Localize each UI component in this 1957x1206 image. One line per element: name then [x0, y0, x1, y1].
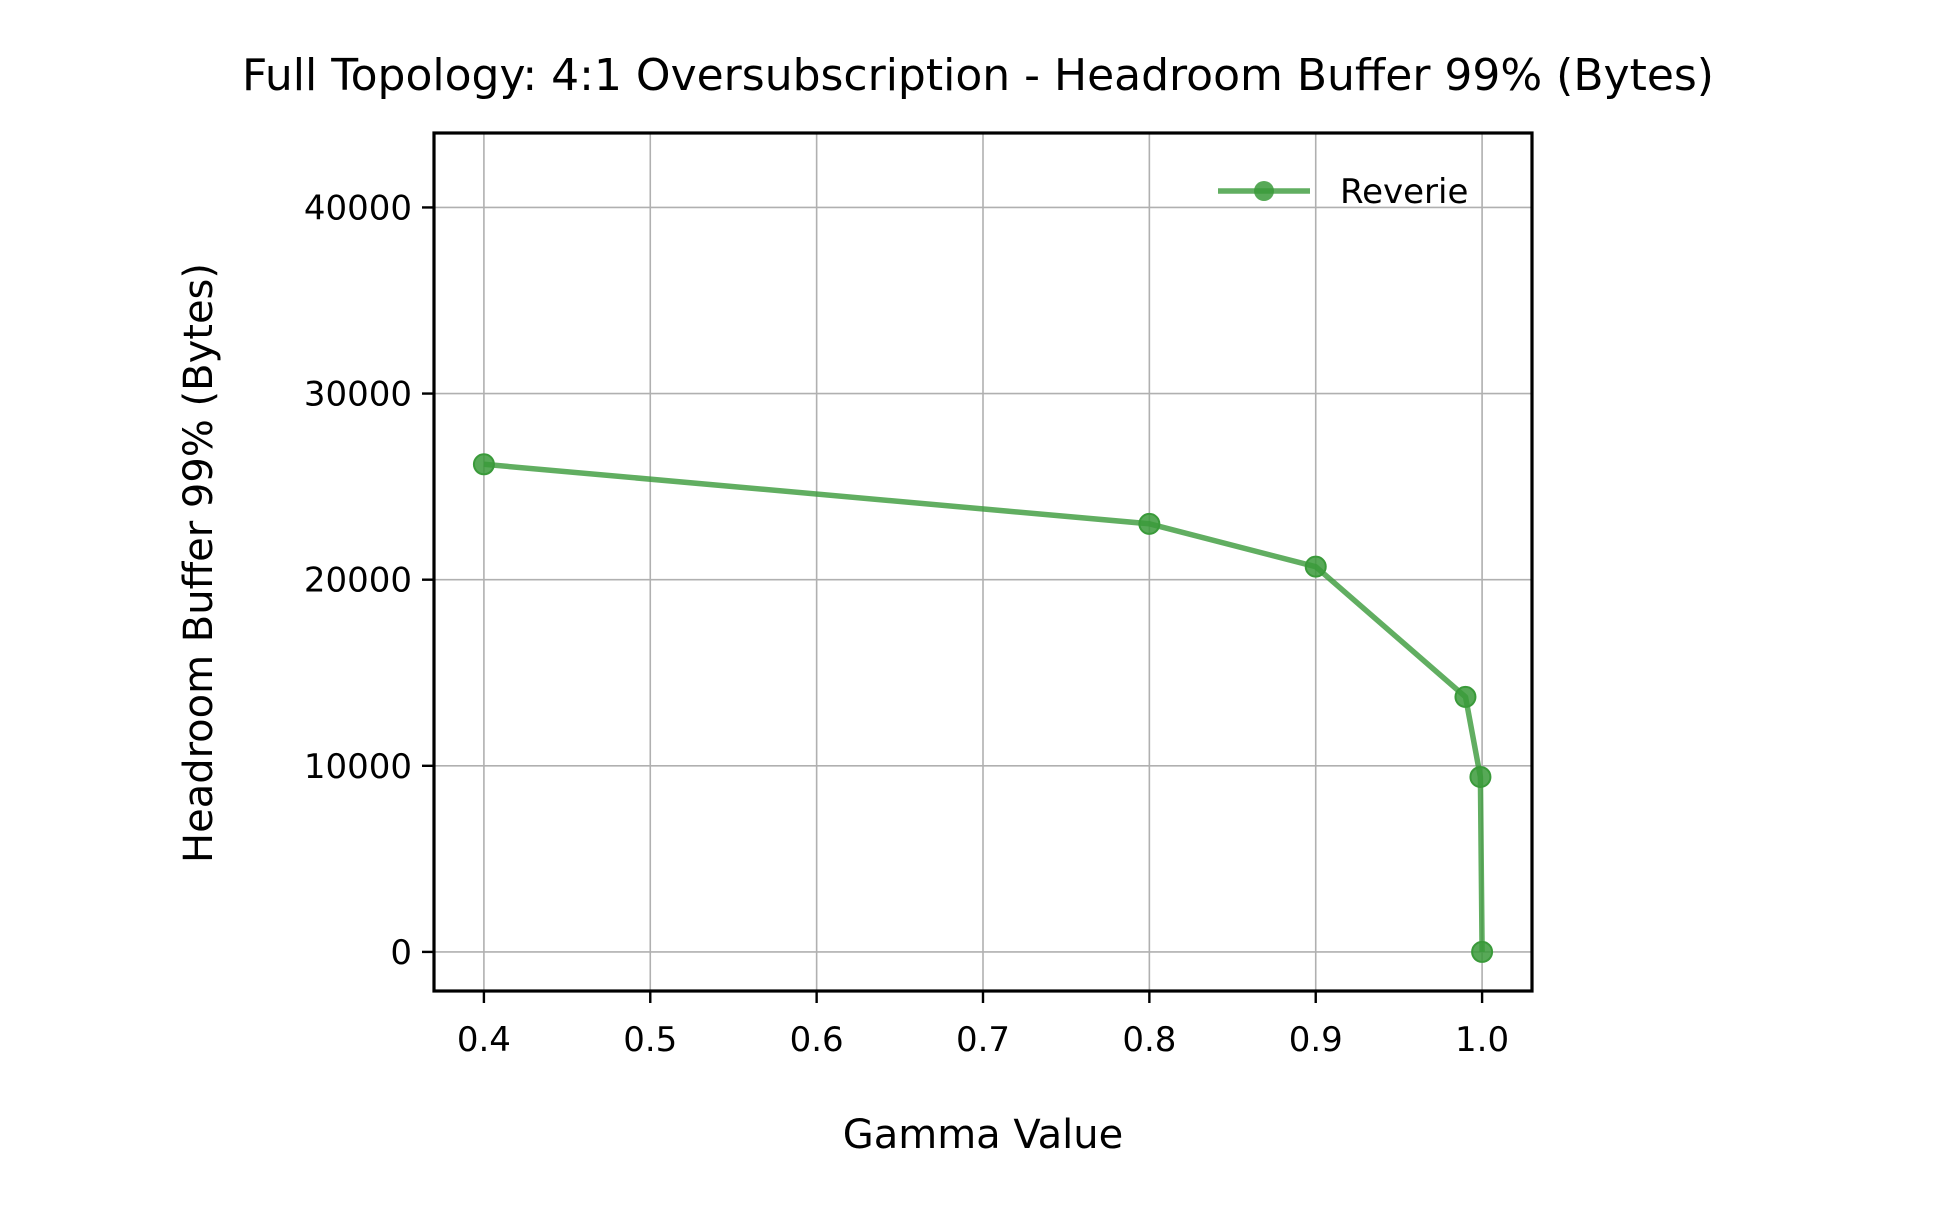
y-tick-label-4: 40000 — [304, 188, 412, 228]
data-point-0-4 — [1469, 765, 1492, 788]
legend: Reverie — [1218, 172, 1468, 212]
data-point-0-2 — [1304, 555, 1327, 578]
x-tick-label-3: 0.7 — [956, 1020, 1010, 1060]
y-axis-label: Headroom Buffer 99% (Bytes) — [176, 263, 222, 863]
chart-title: Full Topology: 4:1 Oversubscription - He… — [242, 50, 1714, 101]
x-tick-label-6: 1.0 — [1455, 1020, 1509, 1060]
legend-marker-0 — [1254, 181, 1274, 201]
data-point-0-3 — [1454, 685, 1477, 708]
series-layer — [472, 453, 1494, 963]
data-point-0-1 — [1138, 512, 1161, 535]
x-tick-label-5: 0.9 — [1289, 1020, 1343, 1060]
series-line-0 — [483, 461, 1485, 952]
data-point-0-0 — [472, 453, 495, 476]
y-tick-label-0: 0 — [390, 933, 412, 973]
x-tick-label-0: 0.4 — [457, 1020, 511, 1060]
y-tick-label-1: 10000 — [304, 747, 412, 787]
x-tick-label-4: 0.8 — [1122, 1020, 1176, 1060]
x-axis-label: Gamma Value — [843, 1112, 1124, 1158]
x-tick-label-1: 0.5 — [623, 1020, 677, 1060]
y-tick-label-2: 20000 — [304, 561, 412, 601]
y-tick-label-3: 30000 — [304, 375, 412, 415]
data-point-0-5 — [1471, 940, 1494, 963]
axes: 0.4 0.5 0.6 0.7 0.8 0.9 1.0 0 10000 20000 30000 400… — [304, 131, 1534, 1060]
x-tick-label-2: 0.6 — [790, 1020, 844, 1060]
legend-label-0: Reverie — [1340, 172, 1468, 212]
grid-lines — [434, 133, 1532, 991]
